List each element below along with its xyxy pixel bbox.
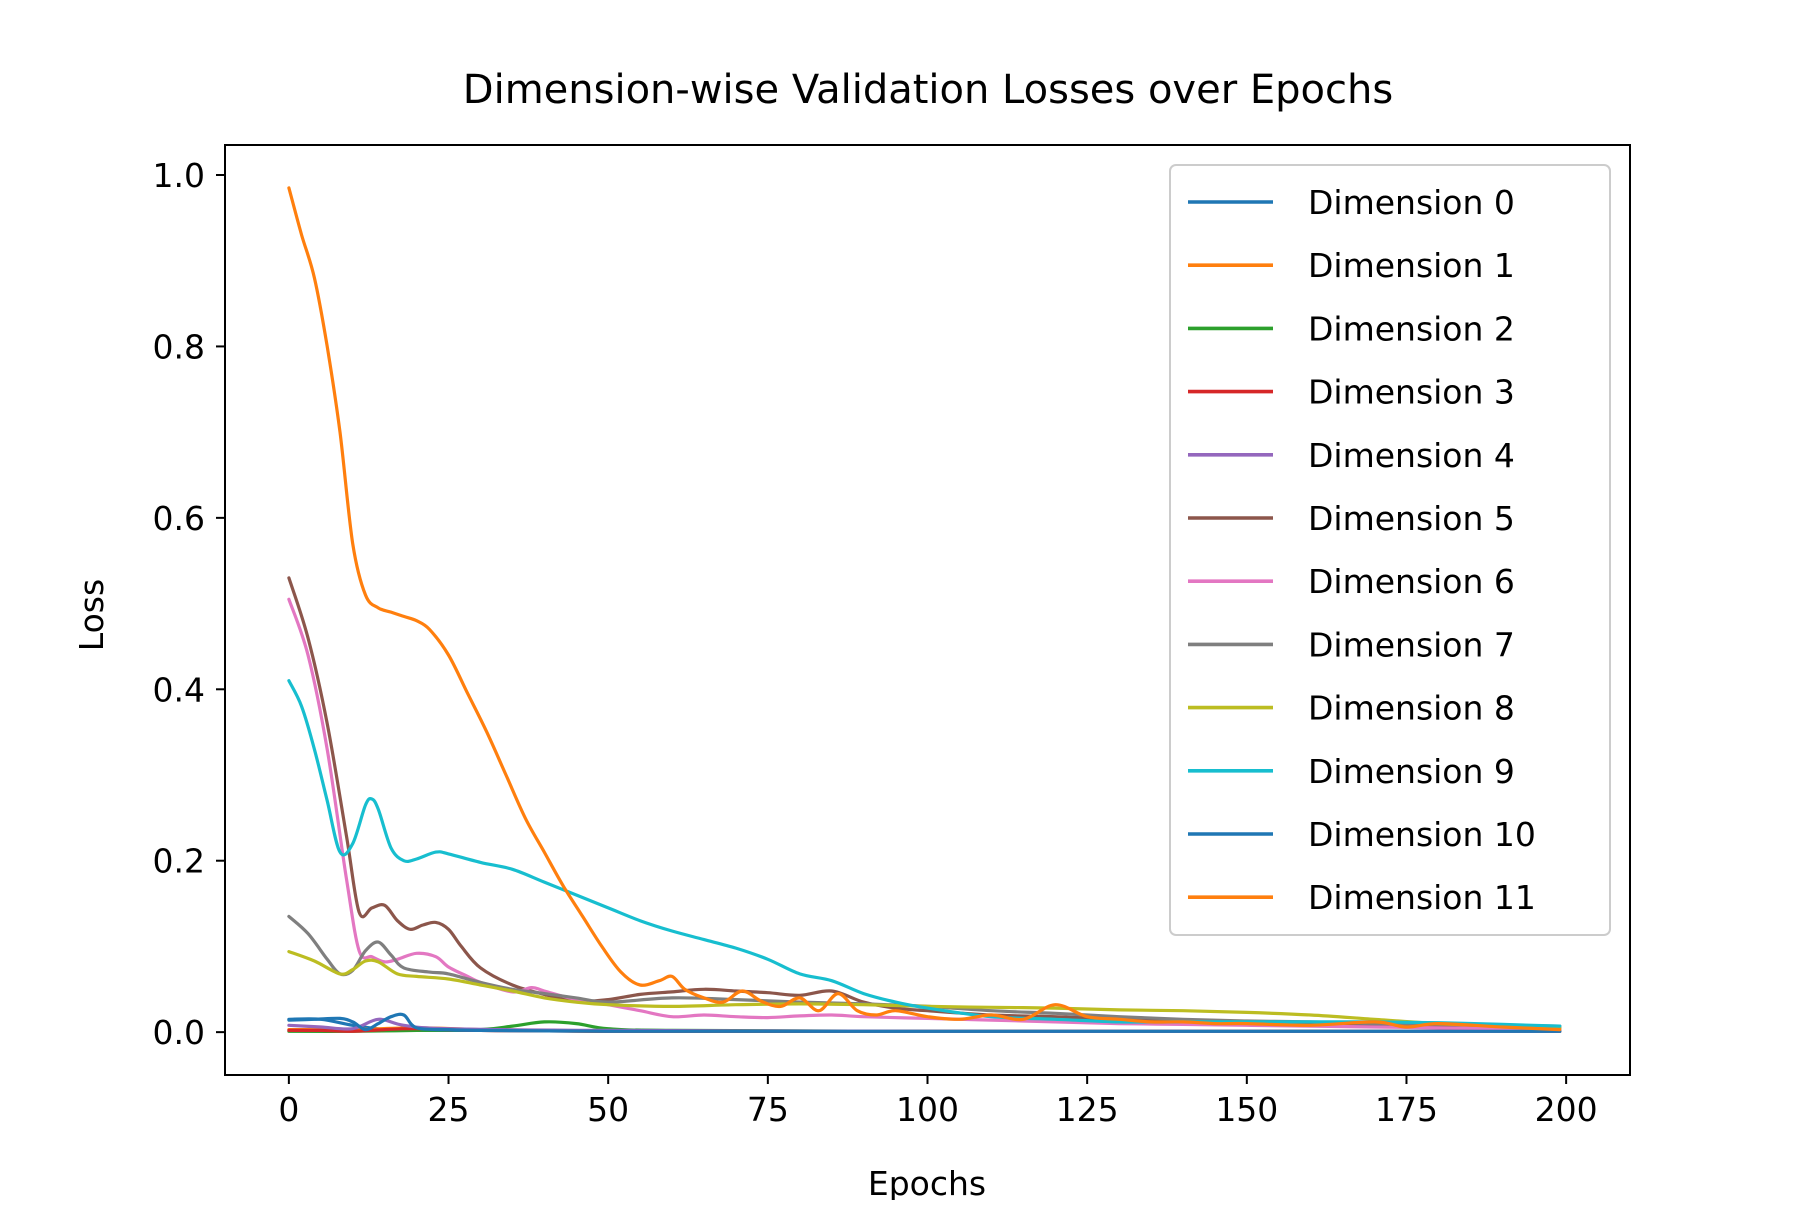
series-line-dimension-11 xyxy=(287,186,1562,1032)
legend-label-dimension-11: Dimension 11 xyxy=(1308,878,1536,917)
x-tick-label: 50 xyxy=(587,1090,629,1129)
series-layer xyxy=(287,186,1562,1033)
x-axis-label: Epochs xyxy=(868,1164,986,1200)
legend-label-dimension-9: Dimension 9 xyxy=(1308,752,1515,791)
plot-area-frame xyxy=(224,144,1631,1076)
legend-label-dimension-3: Dimension 3 xyxy=(1308,373,1515,412)
x-tick-label: 0 xyxy=(278,1090,299,1129)
x-tick-label: 25 xyxy=(428,1090,470,1129)
y-tick-label: 0.4 xyxy=(153,670,205,709)
legend-label-dimension-8: Dimension 8 xyxy=(1308,689,1515,728)
x-tick-label: 175 xyxy=(1375,1090,1438,1129)
x-tick-label: 200 xyxy=(1535,1090,1598,1129)
legend-label-dimension-10: Dimension 10 xyxy=(1308,815,1536,854)
series-line-dimension-10 xyxy=(287,1012,1562,1033)
series-line-dimension-6 xyxy=(287,597,1562,1032)
x-tick-label: 150 xyxy=(1215,1090,1278,1129)
legend-label-dimension-4: Dimension 4 xyxy=(1308,436,1515,475)
y-axis-label: Loss xyxy=(72,579,111,651)
legend-label-dimension-0: Dimension 0 xyxy=(1308,183,1515,222)
legend-label-dimension-7: Dimension 7 xyxy=(1308,625,1515,664)
y-tick-label: 1.0 xyxy=(153,156,205,195)
x-axis-ticks: 0 25 50 75 100 125 150 175 200 xyxy=(278,1075,1598,1129)
legend-box xyxy=(1169,164,1611,936)
y-axis-ticks: 0.0 0.2 0.4 0.6 0.8 1.0 xyxy=(153,156,225,1052)
chart-title: Dimension-wise Validation Losses over Ep… xyxy=(463,67,1393,113)
series-line-dimension-8 xyxy=(287,950,1562,1030)
y-tick-label: 0.2 xyxy=(153,842,205,881)
legend: Dimension 0 Dimension 1 Dimension 2 Dimensi… xyxy=(1169,164,1611,936)
x-tick-label: 125 xyxy=(1056,1090,1119,1129)
y-tick-label: 0.0 xyxy=(153,1013,205,1052)
legend-label-dimension-2: Dimension 2 xyxy=(1308,309,1515,348)
x-tick-label: 100 xyxy=(896,1090,959,1129)
y-tick-label: 0.6 xyxy=(153,499,205,538)
x-tick-label: 75 xyxy=(747,1090,789,1129)
legend-label-dimension-6: Dimension 6 xyxy=(1308,562,1515,601)
y-tick-label: 0.8 xyxy=(153,327,205,366)
legend-label-dimension-5: Dimension 5 xyxy=(1308,499,1515,538)
legend-label-dimension-1: Dimension 1 xyxy=(1308,246,1515,285)
